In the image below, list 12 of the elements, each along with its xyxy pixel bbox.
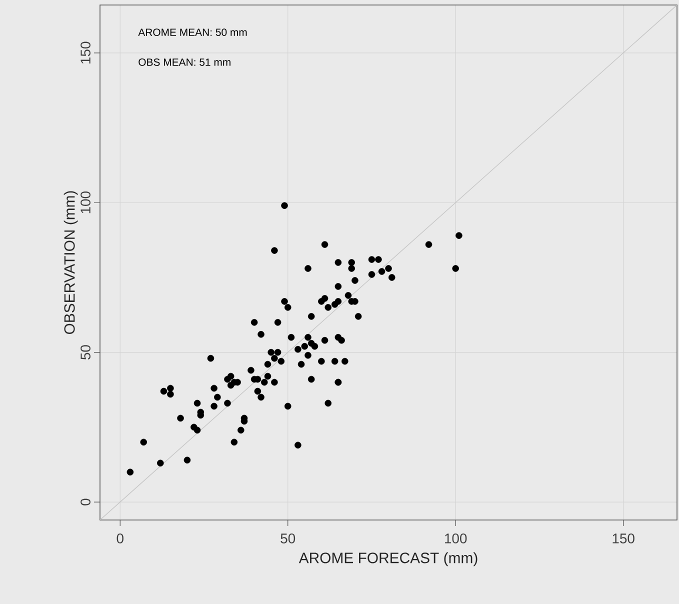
annotation: AROME MEAN: 50 mm (138, 28, 247, 36)
x-axis-title: AROME FORECAST (mm) (298, 552, 478, 566)
y-tick-label: 0 (80, 498, 90, 506)
x-tick-label: 100 (445, 534, 467, 544)
x-tick-label: 0 (116, 534, 124, 544)
annotation: OBS MEAN: 51 mm (138, 58, 230, 66)
y-tick-label: 100 (80, 192, 90, 214)
x-tick-label: 50 (280, 534, 296, 544)
y-tick-label: 50 (80, 345, 90, 360)
y-tick-label: 150 (80, 42, 90, 64)
x-tick-label: 150 (612, 534, 634, 544)
y-axis-title: OBSERVATION (mm) (64, 191, 78, 334)
